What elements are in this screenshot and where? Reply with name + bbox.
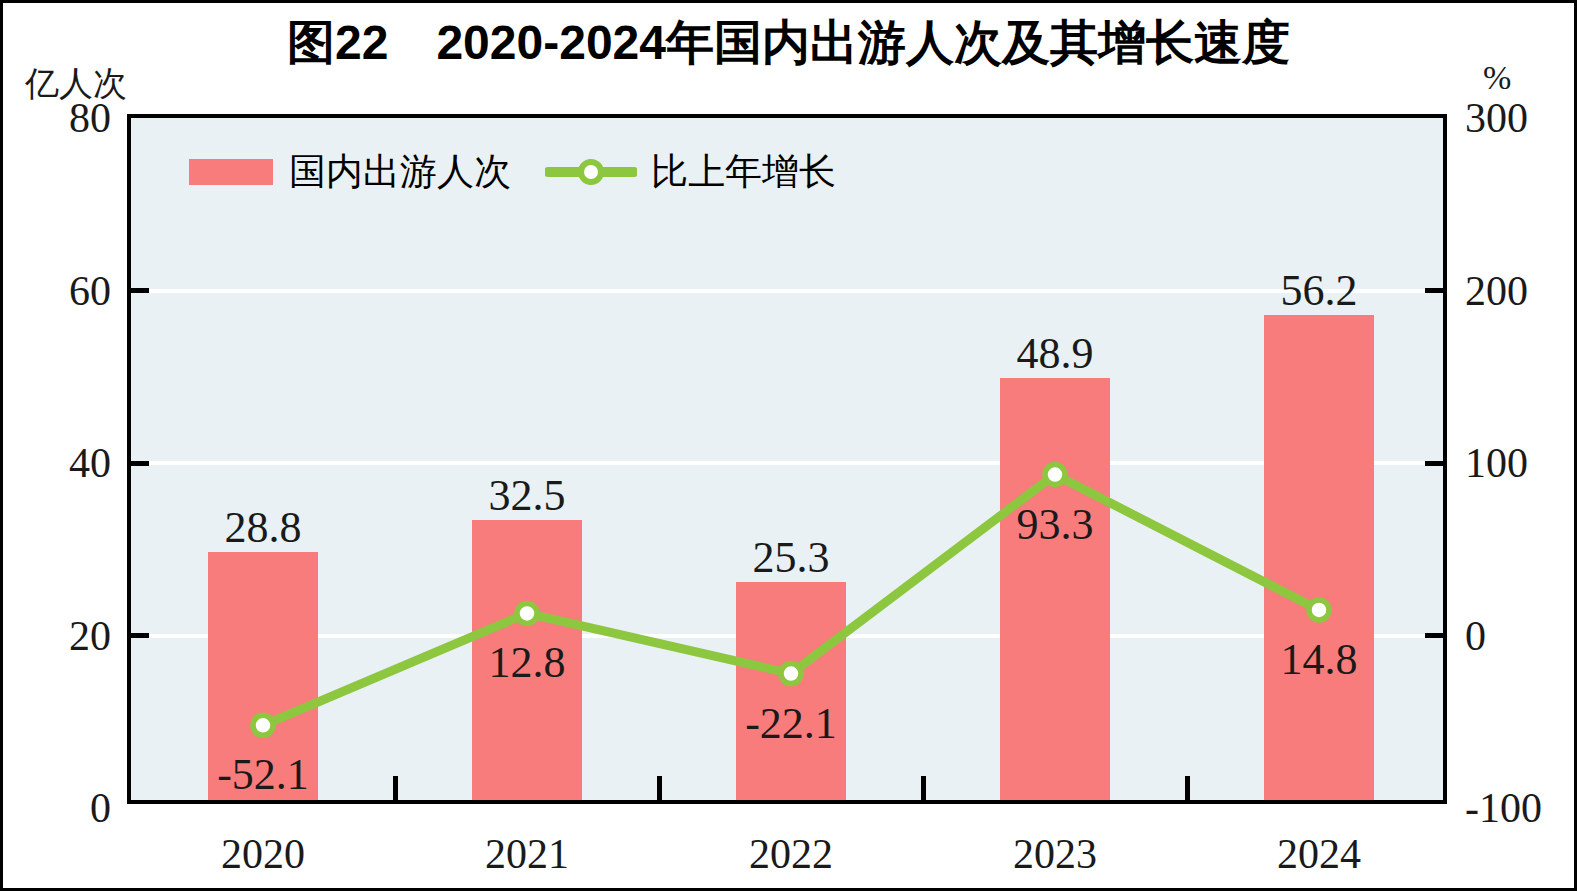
growth-value-label: 14.8 — [1281, 638, 1358, 682]
line-marker — [781, 664, 801, 684]
plot-area: 国内出游人次 比上年增长 28.8 32.5 25.3 48.9 56.2 -52.1 12… — [127, 114, 1447, 804]
y-axis-right-label: 300 — [1465, 97, 1528, 139]
x-axis-label: 2021 — [485, 833, 569, 875]
line-marker — [253, 715, 273, 735]
y-axis-left-label: 0 — [29, 787, 111, 829]
y-axis-left-label: 80 — [29, 97, 111, 139]
bar-value-label: 56.2 — [1281, 269, 1358, 313]
y-axis-right-label: 100 — [1465, 442, 1528, 484]
figure-frame: 图22 2020-2024年国内出游人次及其增长速度 亿人次 % 国内出游人次 … — [0, 0, 1577, 891]
x-axis-label: 2020 — [221, 833, 305, 875]
chart-title: 图22 2020-2024年国内出游人次及其增长速度 — [3, 11, 1574, 75]
y-axis-right-label: 0 — [1465, 615, 1486, 657]
legend-bar-swatch — [189, 159, 273, 185]
y-axis-right-label: -100 — [1465, 787, 1542, 829]
trend-line — [263, 475, 1319, 726]
line-marker — [1309, 600, 1329, 620]
right-axis-unit: % — [1483, 59, 1511, 97]
growth-value-label: 12.8 — [489, 641, 566, 685]
x-axis-label: 2023 — [1013, 833, 1097, 875]
legend: 国内出游人次 比上年增长 — [189, 144, 836, 200]
legend-line-swatch — [545, 152, 637, 192]
bar-value-label: 48.9 — [1017, 332, 1094, 376]
line-marker — [517, 603, 537, 623]
x-axis-label: 2024 — [1277, 833, 1361, 875]
legend-line-label: 比上年增长 — [651, 147, 836, 197]
y-axis-left-label: 20 — [29, 615, 111, 657]
bar-value-label: 28.8 — [225, 506, 302, 550]
line-marker — [1045, 465, 1065, 485]
legend-bar-label: 国内出游人次 — [289, 147, 511, 197]
y-axis-left-label: 60 — [29, 270, 111, 312]
bar-value-label: 25.3 — [753, 536, 830, 580]
y-axis-left-label: 40 — [29, 442, 111, 484]
growth-value-label: 93.3 — [1017, 503, 1094, 547]
bar-value-label: 32.5 — [489, 474, 566, 518]
y-axis-right-label: 200 — [1465, 270, 1528, 312]
growth-value-label: -52.1 — [217, 753, 309, 797]
x-axis-label: 2022 — [749, 833, 833, 875]
growth-value-label: -22.1 — [745, 702, 837, 746]
